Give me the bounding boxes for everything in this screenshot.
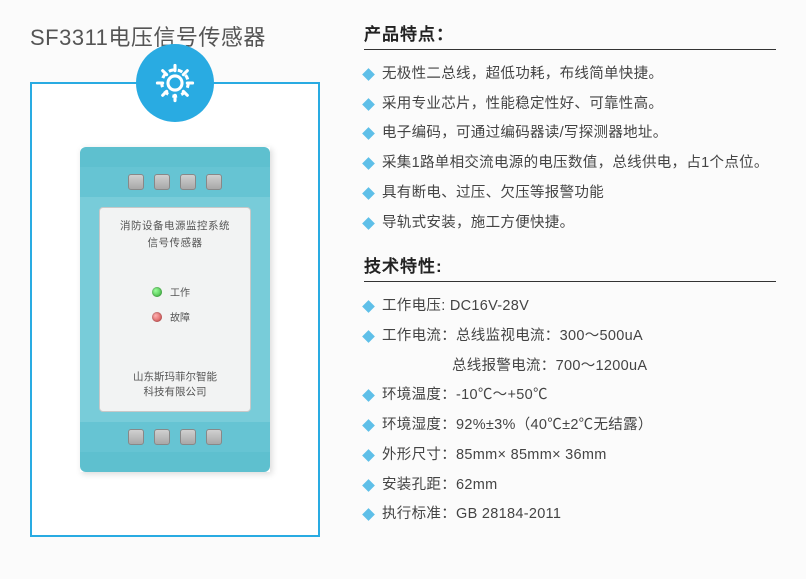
terminal-screw bbox=[206, 429, 222, 445]
specs-heading: 技术特性: bbox=[364, 252, 776, 282]
company-line-2: 科技有限公司 bbox=[133, 385, 217, 401]
spec-item: 工作电流：总线监视电流：300～500uA bbox=[364, 322, 776, 352]
terminal-screw bbox=[206, 174, 222, 190]
feature-item: 无极性二总线，超低功耗，布线简单快捷。 bbox=[364, 60, 776, 90]
faceplate-title-2: 信号传感器 bbox=[148, 235, 203, 250]
terminal-row-bottom bbox=[80, 422, 270, 452]
module-body: 消防设备电源监控系统 信号传感器 工作 故障 bbox=[80, 197, 270, 422]
led-row-work: 工作 bbox=[108, 284, 242, 299]
gear-badge bbox=[136, 44, 214, 122]
led-fault-label: 故障 bbox=[170, 309, 198, 324]
led-work-label: 工作 bbox=[170, 284, 198, 299]
led-zone: 工作 故障 bbox=[108, 274, 242, 334]
spec-item: 环境温度：-10℃～+50℃ bbox=[364, 381, 776, 411]
led-fault-icon bbox=[152, 312, 162, 322]
terminal-row-top bbox=[80, 167, 270, 197]
module-faceplate: 消防设备电源监控系统 信号传感器 工作 故障 bbox=[99, 207, 251, 412]
spec-item: 安装孔距：62mm bbox=[364, 471, 776, 501]
spec-item: 环境湿度：92%±3%（40℃±2℃无结露） bbox=[364, 411, 776, 441]
module-cap-top bbox=[80, 147, 270, 167]
features-list: 无极性二总线，超低功耗，布线简单快捷。采用专业芯片，性能稳定性好、可靠性高。电子… bbox=[364, 60, 776, 238]
device-module: 消防设备电源监控系统 信号传感器 工作 故障 bbox=[80, 147, 270, 472]
spec-item: 总线报警电流：700～1200uA bbox=[364, 352, 776, 382]
faceplate-title-1: 消防设备电源监控系统 bbox=[120, 218, 230, 233]
led-row-fault: 故障 bbox=[108, 309, 242, 324]
spec-item: 工作电压: DC16V-28V bbox=[364, 292, 776, 322]
feature-item: 采用专业芯片，性能稳定性好、可靠性高。 bbox=[364, 90, 776, 120]
feature-item: 导轨式安装，施工方便快捷。 bbox=[364, 209, 776, 239]
specs-list: 工作电压: DC16V-28V工作电流：总线监视电流：300～500uA总线报警… bbox=[364, 292, 776, 530]
spec-item: 外形尺寸：85mm× 85mm× 36mm bbox=[364, 441, 776, 471]
features-heading: 产品特点： bbox=[364, 20, 776, 50]
led-work-icon bbox=[152, 287, 162, 297]
terminal-screw bbox=[128, 429, 144, 445]
terminal-screw bbox=[180, 429, 196, 445]
product-image-frame: 消防设备电源监控系统 信号传感器 工作 故障 bbox=[30, 82, 320, 537]
feature-item: 电子编码，可通过编码器读/写探测器地址。 bbox=[364, 119, 776, 149]
company-line-1: 山东斯玛菲尔智能 bbox=[133, 370, 217, 386]
company-block: 山东斯玛菲尔智能 科技有限公司 bbox=[133, 370, 217, 402]
spec-item: 执行标准：GB 28184-2011 bbox=[364, 500, 776, 530]
terminal-screw bbox=[180, 174, 196, 190]
gear-icon bbox=[153, 61, 197, 105]
terminal-screw bbox=[154, 429, 170, 445]
feature-item: 采集1路单相交流电源的电压数值，总线供电，占1个点位。 bbox=[364, 149, 776, 179]
module-cap-bottom bbox=[80, 452, 270, 472]
terminal-screw bbox=[154, 174, 170, 190]
feature-item: 具有断电、过压、欠压等报警功能 bbox=[364, 179, 776, 209]
terminal-screw bbox=[128, 174, 144, 190]
